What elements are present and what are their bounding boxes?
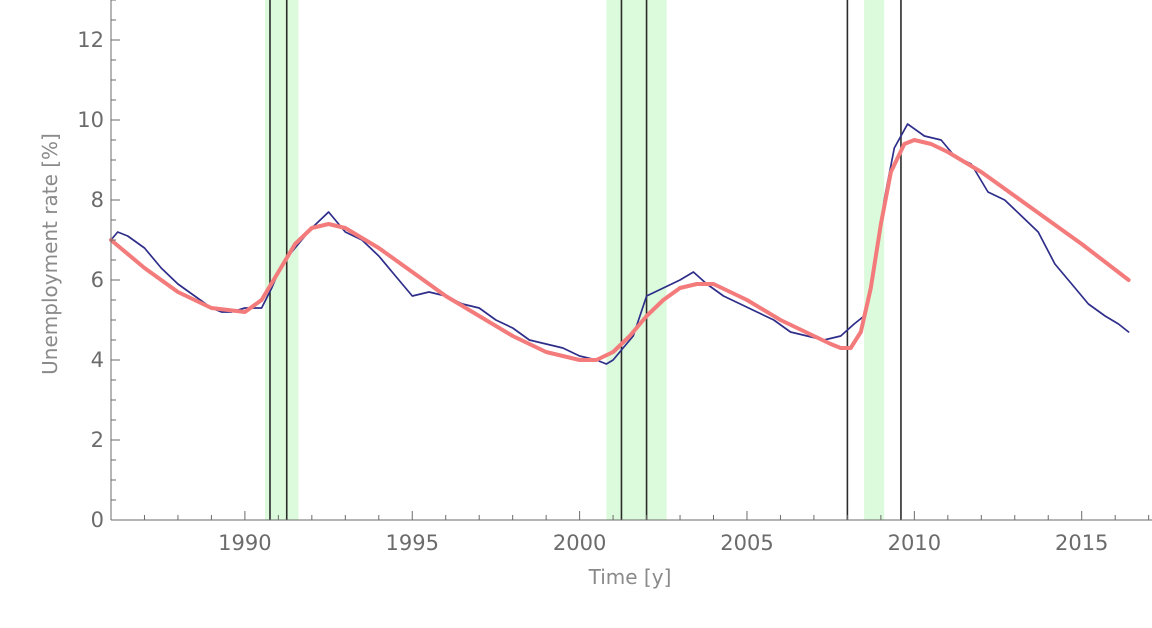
y-tick-label: 12 — [77, 28, 104, 52]
y-axis-title: Unemployment rate [%] — [38, 133, 62, 375]
y-tick-label: 6 — [91, 268, 104, 292]
x-axis-title: Time [y] — [588, 565, 672, 589]
y-tick-label: 8 — [91, 188, 104, 212]
x-tick-label: 1995 — [386, 531, 439, 555]
x-tick-label: 2000 — [553, 531, 606, 555]
x-tick-label: 2015 — [1055, 531, 1108, 555]
y-tick-label: 10 — [77, 108, 104, 132]
axes: 0 2 4 6 8 10 12 1990 1995 2000 2005 2010 2015 — [77, 0, 1152, 555]
recession-bands — [264, 0, 885, 520]
x-tick-label: 2005 — [720, 531, 773, 555]
y-tick-label: 2 — [91, 428, 104, 452]
y-tick-label: 4 — [91, 348, 104, 372]
unemployment-data-line — [110, 123, 1130, 365]
fit-curve-line — [109, 138, 1131, 362]
vertical-marker-lines — [269, 0, 902, 520]
x-tick-label: 2010 — [888, 531, 941, 555]
y-tick-label: 0 — [91, 508, 104, 532]
series-lines — [109, 123, 1131, 365]
x-tick-label: 1990 — [218, 531, 271, 555]
recession-band-2 — [606, 0, 667, 520]
